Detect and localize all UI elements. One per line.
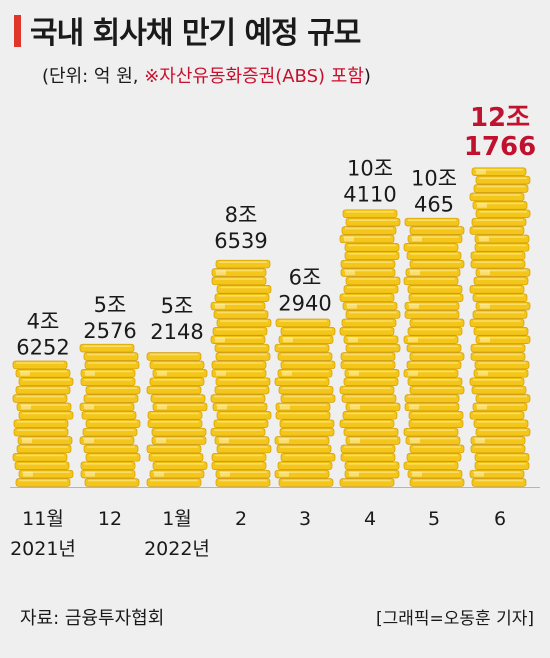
x-tick-label: 6	[494, 508, 506, 530]
subtitle-note: ※자산유동화증권(ABS) 포함	[144, 66, 364, 87]
value-label-jo: 12조	[470, 103, 530, 133]
value-label-eok: 4110	[343, 183, 396, 207]
value-label-eok: 6539	[214, 229, 267, 253]
bar-coin-stack	[79, 343, 141, 487]
bar-coin-stack	[12, 360, 74, 487]
value-label-jo: 4조	[27, 310, 60, 334]
bar-coin-stack	[469, 167, 531, 487]
value-label-eok: 465	[414, 192, 454, 216]
x-tick-label: 3	[299, 508, 311, 530]
value-label-jo: 10조	[411, 166, 457, 190]
value-label-jo: 10조	[347, 157, 393, 181]
x-tick-label: 1월	[162, 508, 192, 530]
value-label-eok: 2576	[83, 319, 136, 343]
value-label-jo: 5조	[161, 294, 194, 318]
bar-coin-stack	[403, 217, 465, 487]
x-tick-label: 4	[364, 508, 376, 530]
value-label-jo: 5조	[94, 293, 127, 317]
value-label-eok: 2148	[150, 320, 203, 344]
title-accent-bar	[14, 15, 21, 47]
x-tick-label: 2	[235, 508, 247, 530]
graphic-credit: [그래픽=오동훈 기자]	[375, 609, 534, 629]
bar-coin-stack	[210, 259, 272, 487]
value-label-jo: 6조	[289, 266, 322, 290]
value-label-jo: 8조	[225, 203, 258, 227]
x-tick-year-label: 2021년	[10, 538, 76, 560]
value-label-eok: 1766	[464, 132, 536, 162]
bar-coin-stack	[274, 318, 336, 487]
bar-coin-stack	[146, 352, 208, 487]
source-note: 자료: 금융투자협회	[20, 608, 165, 629]
x-tick-label: 11월	[22, 508, 64, 530]
x-tick-label: 5	[428, 508, 440, 530]
value-label-eok: 2940	[278, 292, 331, 316]
chart-title: 국내 회사채 만기 예정 규모	[30, 16, 361, 51]
subtitle-unit: (단위: 억 원,	[42, 66, 145, 87]
bar-coin-stack	[339, 209, 401, 487]
x-tick-year-label: 2022년	[144, 538, 210, 560]
value-label-eok: 6252	[16, 336, 69, 360]
chart-subtitle: (단위: 억 원, ※자산유동화증권(ABS) 포함)	[42, 62, 371, 88]
x-tick-label: 12	[98, 508, 122, 530]
subtitle-close: )	[363, 66, 371, 87]
